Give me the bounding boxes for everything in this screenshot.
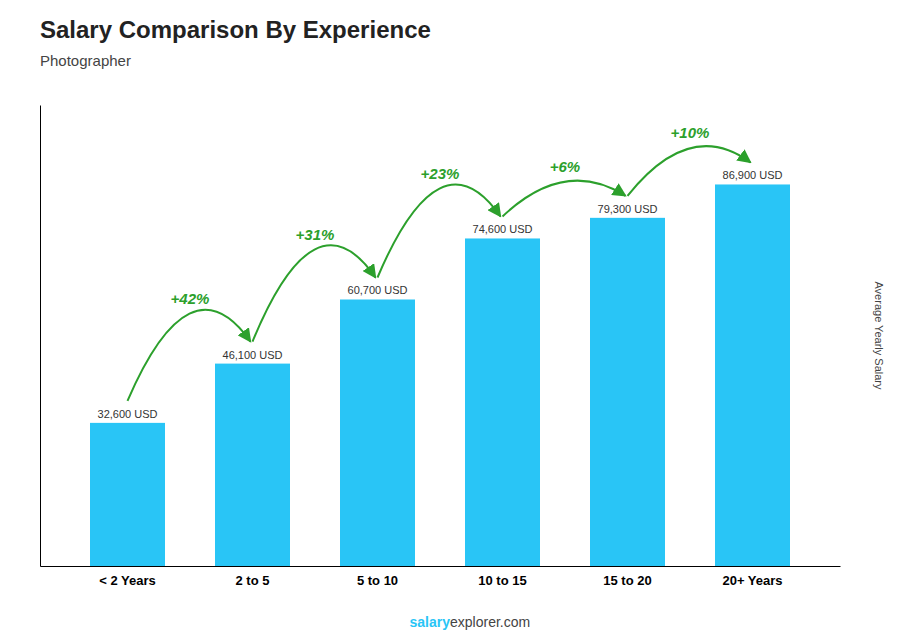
x-axis-line bbox=[41, 566, 841, 567]
data-label: 32,600 USD bbox=[98, 408, 158, 420]
annotations: +42% +31% +23% +6% +10% bbox=[128, 124, 751, 401]
y-axis bbox=[40, 106, 41, 567]
x-tick-label: 15 to 20 bbox=[603, 573, 651, 588]
x-tick: 15 to 20 bbox=[603, 566, 651, 588]
change-arrow bbox=[378, 185, 501, 278]
data-label: 46,100 USD bbox=[223, 349, 283, 361]
x-tick: 10 to 15 bbox=[478, 566, 526, 588]
plot: < 2 Years 2 to 5 5 to 10 10 to 15 15 to 20 20… bbox=[41, 106, 841, 589]
x-tick-label: 10 to 15 bbox=[478, 573, 526, 588]
data-label: 86,900 USD bbox=[723, 169, 783, 181]
y-label: Average Yearly Salary bbox=[873, 281, 885, 390]
data-labels: 32,600 USD 46,100 USD 60,700 USD 74,600 USD… bbox=[98, 169, 783, 419]
x-tick: 20+ Years bbox=[722, 566, 782, 588]
footer: explorer.com bbox=[450, 614, 530, 630]
bar bbox=[340, 299, 415, 566]
change-arrow bbox=[503, 181, 626, 217]
title: Salary Comparison By Experience bbox=[40, 16, 431, 43]
bar bbox=[465, 238, 540, 566]
x-tick-label: < 2 Years bbox=[99, 573, 156, 588]
y-axis-line bbox=[40, 106, 41, 567]
change-arrow bbox=[128, 310, 251, 401]
change-label: +6% bbox=[550, 158, 580, 175]
x-tick-label: 20+ Years bbox=[722, 573, 782, 588]
data-label: 60,700 USD bbox=[348, 284, 408, 296]
change-label: +10% bbox=[671, 124, 710, 141]
change-arrow bbox=[253, 245, 376, 341]
bars bbox=[90, 184, 790, 566]
x-tick-label: 5 to 10 bbox=[357, 573, 398, 588]
bar bbox=[215, 364, 290, 566]
change-arrow bbox=[628, 146, 751, 196]
bar bbox=[590, 218, 665, 566]
x-axis: < 2 Years 2 to 5 5 to 10 10 to 15 15 to 20 20… bbox=[41, 566, 841, 588]
bar bbox=[90, 423, 165, 566]
chart: Salary Comparison By Experience Photograp… bbox=[0, 0, 900, 641]
change-label: +42% bbox=[171, 290, 210, 307]
x-tick-label: 2 to 5 bbox=[236, 573, 270, 588]
footer: salary bbox=[410, 614, 451, 630]
x-tick: 5 to 10 bbox=[357, 566, 398, 588]
subtitle: Photographer bbox=[40, 52, 131, 69]
bar bbox=[715, 184, 790, 566]
change-label: +23% bbox=[421, 165, 460, 182]
x-tick: 2 to 5 bbox=[236, 566, 270, 588]
data-label: 74,600 USD bbox=[473, 223, 533, 235]
x-tick: < 2 Years bbox=[99, 566, 156, 588]
data-label: 79,300 USD bbox=[598, 203, 658, 215]
change-label: +31% bbox=[296, 226, 335, 243]
